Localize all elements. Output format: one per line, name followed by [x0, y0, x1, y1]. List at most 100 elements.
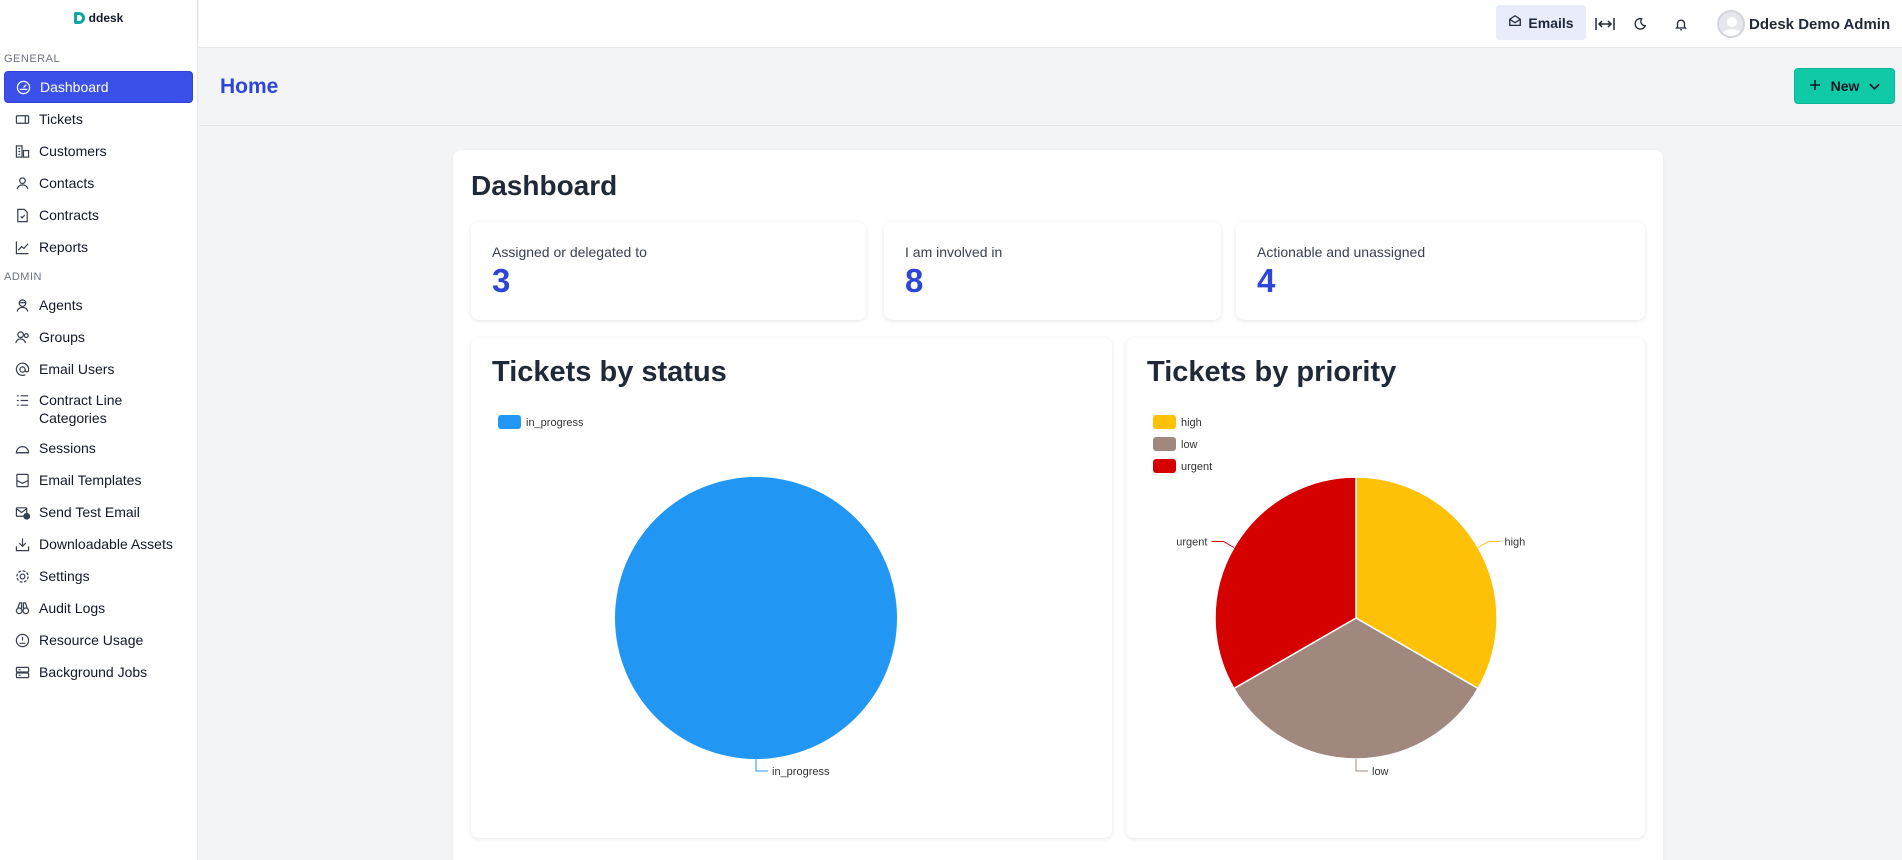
- nav-admin: Agents Groups Email Users Contract Line Cat…: [0, 289, 197, 688]
- logo-icon: [73, 12, 85, 24]
- chart-title: Tickets by priority: [1147, 356, 1397, 388]
- group-icon: [14, 329, 30, 345]
- sidebar-item-label: Settings: [39, 568, 90, 584]
- sidebar-item-settings[interactable]: Settings: [4, 560, 193, 592]
- sidebar-item-sessions[interactable]: Sessions: [4, 432, 193, 464]
- user-name: Ddesk Demo Admin: [1749, 15, 1891, 33]
- chart-line-icon: [14, 239, 30, 255]
- sidebar-item-label: Contacts: [39, 175, 95, 191]
- sidebar-item-downloadable-assets[interactable]: Downloadable Assets: [4, 528, 193, 560]
- ticket-icon: [14, 111, 30, 127]
- stat-label: I am involved in: [905, 244, 1003, 260]
- sidebar-item-label: Send Test Email: [39, 504, 140, 520]
- server-icon: [14, 664, 30, 680]
- legend-swatch: [498, 415, 521, 429]
- sidebar-item-send-test-email[interactable]: Send Test Email: [4, 496, 193, 528]
- dashboard-title: Dashboard: [471, 170, 618, 201]
- section-title-admin: ADMIN: [4, 271, 42, 283]
- stat-label: Actionable and unassigned: [1257, 244, 1426, 260]
- sidebar-item-label: Email Templates: [39, 472, 142, 488]
- stat-card-assigned[interactable]: Assigned or delegated to 3: [471, 222, 866, 320]
- new-label: New: [1830, 78, 1860, 94]
- binoculars-icon: [14, 600, 30, 616]
- status-pie-chart: in_progress in_progress: [498, 415, 897, 778]
- legend-swatch: [1153, 459, 1176, 473]
- callout-line: [1477, 541, 1501, 548]
- sidebar-item-tickets[interactable]: Tickets: [4, 103, 193, 135]
- sidebar-item-contacts[interactable]: Contacts: [4, 167, 193, 199]
- sidebar-item-label: Audit Logs: [39, 600, 106, 616]
- legend-label: high: [1181, 417, 1202, 429]
- contract-icon: [14, 207, 30, 223]
- sidebar-item-label: Sessions: [39, 440, 96, 456]
- plus-icon: [1809, 78, 1821, 94]
- sidebar-item-label: Reports: [39, 239, 89, 255]
- stat-value: 4: [1257, 262, 1276, 299]
- slice-label: urgent: [1176, 537, 1207, 549]
- sidebar-item-label: Background Jobs: [39, 664, 148, 680]
- template-icon: [14, 472, 30, 488]
- sidebar-item-label: Agents: [39, 297, 83, 313]
- chart-title: Tickets by status: [492, 356, 727, 388]
- envelope-icon: [1508, 14, 1522, 31]
- sidebar-item-contract-line-categories[interactable]: Contract Line Categories: [4, 385, 193, 432]
- page-title: Home: [220, 75, 279, 98]
- user-menu[interactable]: Ddesk Demo Admin: [1717, 10, 1890, 38]
- sidebar-item-email-templates[interactable]: Email Templates: [4, 464, 193, 496]
- chart-card-status: Tickets by status in_progress in_progress: [471, 338, 1112, 838]
- sidebar-item-dashboard[interactable]: Dashboard: [4, 71, 193, 103]
- sidebar-item-background-jobs[interactable]: Background Jobs: [4, 656, 193, 688]
- sidebar-item-agents[interactable]: Agents: [4, 289, 193, 321]
- download-icon: [14, 536, 30, 552]
- sidebar-item-customers[interactable]: Customers: [4, 135, 193, 167]
- sidebar-item-label: Contracts: [39, 207, 99, 223]
- legend-label: urgent: [1181, 461, 1212, 473]
- chart-card-priority: Tickets by priority high low urgent high low…: [1126, 338, 1645, 838]
- chevron-down-icon: [1869, 78, 1881, 94]
- sidebar-item-contracts[interactable]: Contracts: [4, 199, 193, 231]
- mail-check-icon: [14, 504, 30, 520]
- sidebar: ddesk GENERAL Dashboard Tickets Customers C…: [0, 0, 198, 860]
- new-button[interactable]: New: [1794, 68, 1895, 104]
- sidebar-item-label: Groups: [39, 329, 85, 345]
- agent-icon: [14, 297, 30, 313]
- logo-text: ddesk: [88, 11, 124, 25]
- legend-swatch: [1153, 415, 1176, 429]
- contact-icon: [14, 175, 30, 191]
- moon-icon[interactable]: [1630, 14, 1650, 34]
- callout-line: [755, 759, 768, 772]
- legend-swatch: [1153, 437, 1176, 451]
- slice-label: high: [1505, 537, 1526, 549]
- sidebar-item-label: Resource Usage: [39, 632, 144, 648]
- pie-slice: [615, 477, 897, 759]
- bell-icon[interactable]: [1671, 14, 1691, 34]
- priority-pie-chart: high low urgent high low urgent: [1153, 415, 1526, 778]
- stat-value: 3: [492, 262, 511, 299]
- sidebar-item-label: Tickets: [39, 111, 83, 127]
- stat-value: 8: [905, 262, 924, 299]
- sidebar-item-label: Customers: [39, 143, 107, 159]
- sidebar-item-label: Email Users: [39, 361, 115, 377]
- dashboard-card: Dashboard Assigned or delegated to 3 I a…: [453, 150, 1663, 860]
- callout-line: [1355, 759, 1368, 772]
- stat-card-involved[interactable]: I am involved in 8: [884, 222, 1221, 320]
- emails-button[interactable]: Emails: [1496, 5, 1586, 40]
- section-title-general: GENERAL: [4, 53, 61, 65]
- page-header: Home New: [199, 48, 1902, 126]
- at-icon: [14, 361, 30, 377]
- dashboard-icon: [15, 79, 31, 95]
- sidebar-item-label: Dashboard: [40, 79, 109, 95]
- sidebar-item-label: Contract Line Categories: [39, 392, 123, 426]
- sidebar-item-email-users[interactable]: Email Users: [4, 353, 193, 385]
- app-logo[interactable]: ddesk: [0, 0, 197, 36]
- sidebar-item-groups[interactable]: Groups: [4, 321, 193, 353]
- sidebar-item-audit-logs[interactable]: Audit Logs: [4, 592, 193, 624]
- gear-icon: [14, 568, 30, 584]
- stat-card-unassigned[interactable]: Actionable and unassigned 4: [1236, 222, 1645, 320]
- slice-label: in_progress: [772, 766, 830, 778]
- stat-label: Assigned or delegated to: [492, 244, 647, 260]
- sidebar-item-reports[interactable]: Reports: [4, 231, 193, 263]
- sidebar-item-resource-usage[interactable]: Resource Usage: [4, 624, 193, 656]
- expand-width-icon[interactable]: [1595, 14, 1615, 34]
- dome-icon: [14, 440, 30, 456]
